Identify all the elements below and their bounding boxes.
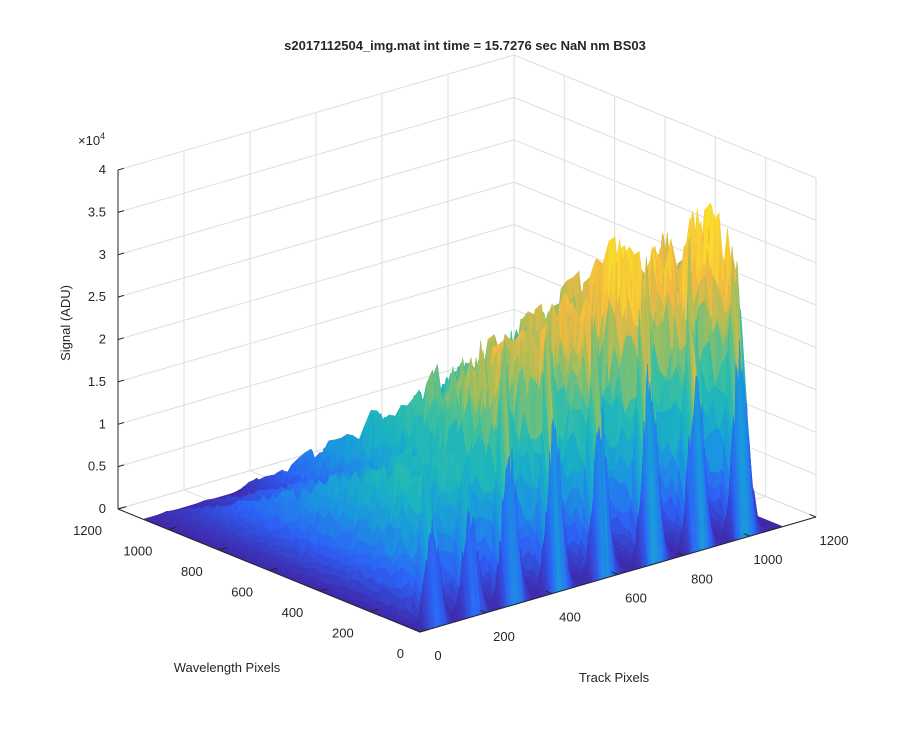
side-wall-grid-line [513, 181, 817, 306]
surface-layer [142, 202, 784, 633]
back-wall-grid-line [117, 139, 515, 256]
back-wall-grid-line [117, 96, 515, 213]
back-wall-grid-line [117, 266, 515, 383]
side-wall-grid-line [513, 54, 817, 179]
back-wall-grid-line [117, 224, 515, 340]
side-wall-grid-line [513, 96, 817, 221]
back-wall-grid-line [117, 54, 515, 171]
back-wall-grid-line [117, 181, 515, 298]
back-wall-grid-line [117, 308, 515, 425]
back-wall-grid-line [117, 351, 515, 468]
side-wall-grid-line [513, 139, 817, 264]
